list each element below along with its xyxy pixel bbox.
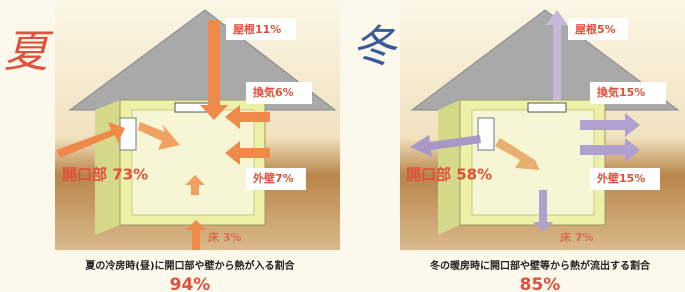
floor-label: 床 3% [208,230,242,244]
floor-label: 床 7% [560,230,594,244]
season-label: 冬 [352,22,398,73]
window [120,118,136,150]
openings-label: 開口部 58% [406,166,492,184]
window [478,118,494,150]
winter-panel: 屋根5% 換気15% 外壁15% 開口部 58% 床 7% 冬 冬の暖房時に開口… [352,0,685,292]
walls-label: 外壁15% [596,171,645,185]
roof-label: 屋根11% [233,22,281,36]
infographic: 屋根11% 換気6% 外壁7% 開口部 73% 床 3% 夏 夏の冷房時(昼)に… [0,0,685,292]
total: 85% [520,275,561,292]
caption: 夏の冷房時(昼)に開口部や壁から熱が入る割合 [84,259,295,272]
total: 94% [170,275,211,292]
caption: 冬の暖房時に開口部や壁等から熱が流出する割合 [430,259,651,272]
summer-panel: 屋根11% 換気6% 外壁7% 開口部 73% 床 3% 夏 夏の冷房時(昼)に… [4,0,340,292]
room [132,110,254,215]
walls-label: 外壁7% [252,171,294,185]
ventilation-label: 換気15% [597,85,645,99]
roof-label: 屋根5% [575,22,616,36]
ventilation-label: 換気6% [253,85,294,99]
season-label: 夏 [4,27,54,78]
openings-label: 開口部 73% [62,166,148,184]
air-conditioner [528,103,566,112]
